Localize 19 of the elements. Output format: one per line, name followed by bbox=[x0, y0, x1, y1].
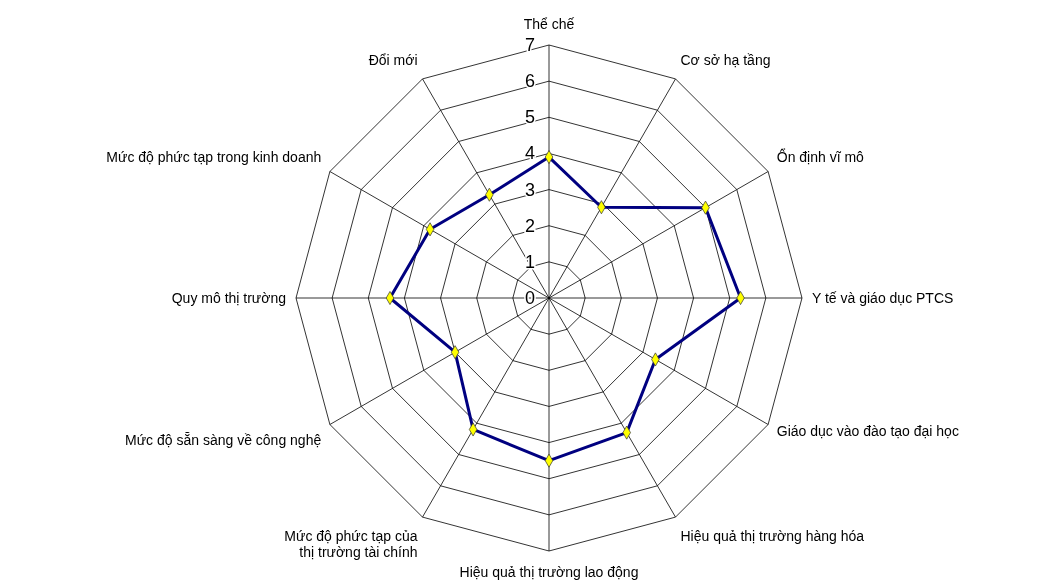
spoke-label: Mức độ phức tạp của thị trường tài chính bbox=[284, 528, 418, 561]
spoke-label: Mức độ phức tạp trong kinh doanh bbox=[106, 148, 322, 165]
spoke-label: Hiệu quả thị trường lao động bbox=[459, 564, 639, 580]
spoke-label: Ổn định vĩ mô bbox=[776, 147, 865, 165]
y-tick-label: 2 bbox=[524, 215, 535, 236]
y-tick-label: 7 bbox=[524, 35, 535, 55]
y-tick-label: 0 bbox=[524, 288, 535, 308]
spoke-label: Giáo dục vào đào tạo đại học bbox=[776, 422, 959, 439]
y-tick-label: 3 bbox=[524, 179, 535, 200]
spoke-label: Y tế và giáo dục PTCS bbox=[812, 290, 954, 306]
spoke-label: Thể chế bbox=[523, 16, 575, 32]
y-tick-label: 6 bbox=[524, 71, 535, 92]
spoke-label: Hiệu quả thị trường hàng hóa bbox=[680, 528, 865, 545]
spoke-label: Quy mô thị trường bbox=[171, 290, 286, 306]
spoke-label: Đổi mới bbox=[368, 51, 418, 68]
y-tick-label: 4 bbox=[524, 143, 535, 164]
spoke-label: Mức độ sẵn sàng về công nghệ bbox=[125, 431, 322, 448]
spoke-label: Cơ sở hạ tầng bbox=[680, 51, 771, 68]
y-tick-label: 5 bbox=[524, 107, 535, 128]
